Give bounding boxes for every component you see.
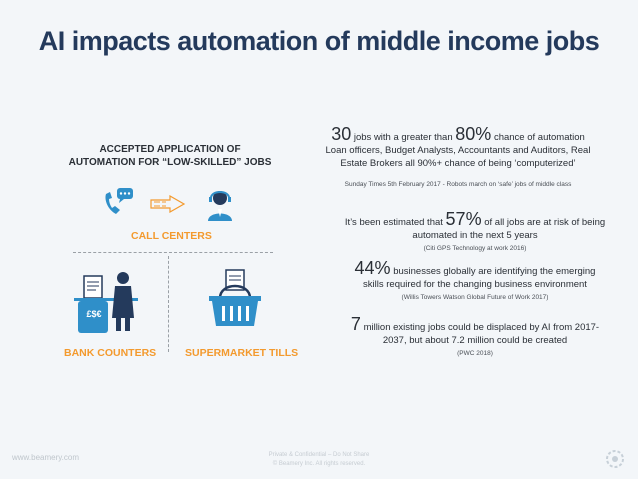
stat2-source: (Citi GPS Technology at work 2016) (423, 245, 527, 252)
stat2-line1: It’s been estimated that 57% of all jobs… (330, 210, 620, 229)
bank-counter-icon (74, 272, 138, 333)
arrow-right-icon (150, 195, 186, 213)
call-agent-icon (208, 191, 232, 221)
stat-jobs-automation: 30 jobs with a greater than 80% chance o… (298, 125, 618, 191)
stat1-text2: chance of automation (493, 132, 585, 143)
supermarket-tills-label: SUPERMARKET TILLS (185, 347, 299, 359)
bank-counters-label: BANK COUNTERS (64, 347, 157, 359)
page-title: AI impacts automation of middle income j… (38, 26, 600, 56)
footer-website: www.beamery.com (12, 453, 79, 462)
stat3-line1: 44% businesses globally are identifying … (330, 259, 620, 278)
stat1-line3: Estate Brokers all 90%+ chance of being … (340, 158, 576, 169)
stat4-line2: 2037, but about 7.2 million could be cre… (382, 335, 568, 346)
stat1-number: 30 (331, 124, 352, 144)
stat-jobs-displaced: 7 million existing jobs could be displac… (330, 315, 620, 360)
stat-emerging-skills: 44% businesses globally are identifying … (330, 259, 620, 304)
accepted-application-heading: ACCEPTED APPLICATION OF AUTOMATION FOR “… (60, 143, 280, 169)
beamery-logo-icon (606, 450, 624, 468)
horizontal-divider (73, 252, 273, 253)
footer-confidential: Private & Confidential – Do Not Share (268, 452, 370, 458)
stat3-source: (Willis Towers Watson Global Future of W… (401, 294, 549, 301)
stat4-source: (PWC 2018) (457, 350, 493, 357)
stat1-source: Sunday Times 5th February 2017 - Robots … (344, 181, 572, 188)
heading-line-2: AUTOMATION FOR “LOW-SKILLED” JOBS (68, 157, 272, 168)
stat3-number: 44% (354, 258, 391, 278)
stat2-prefix: It’s been estimated that (344, 217, 443, 228)
stat2-suffix: of all jobs are at risk of being (484, 217, 606, 228)
stat2-number: 57% (445, 209, 482, 229)
vertical-divider (168, 256, 169, 352)
stat3-line2: skills required for the changing busines… (363, 279, 587, 290)
footer-copyright: © Beamery Inc. All rights reserved. (272, 461, 366, 467)
stat1-text1: jobs with a greater than (353, 132, 453, 143)
stat4-number: 7 (350, 314, 361, 334)
stat1-line1: 30 jobs with a greater than 80% chance o… (298, 125, 618, 144)
supermarket-basket-icon (209, 269, 261, 326)
stat3-text: businesses globally are identifying the … (393, 266, 596, 277)
stat1-percent: 80% (455, 124, 492, 144)
call-centers-label: CALL CENTERS (131, 230, 212, 242)
stat4-line1: 7 million existing jobs could be displac… (330, 315, 620, 334)
stat4-text: million existing jobs could be displaced… (363, 322, 600, 333)
currency-sign: £$€ (86, 309, 102, 319)
stat-jobs-at-risk: It’s been estimated that 57% of all jobs… (330, 210, 620, 255)
stat2-line2: automated in the next 5 years (412, 230, 538, 241)
stat1-line2: Loan officers, Budget Analysts, Accounta… (325, 145, 591, 156)
phone-call-icon (105, 188, 133, 214)
heading-line-1: ACCEPTED APPLICATION OF (99, 144, 241, 155)
